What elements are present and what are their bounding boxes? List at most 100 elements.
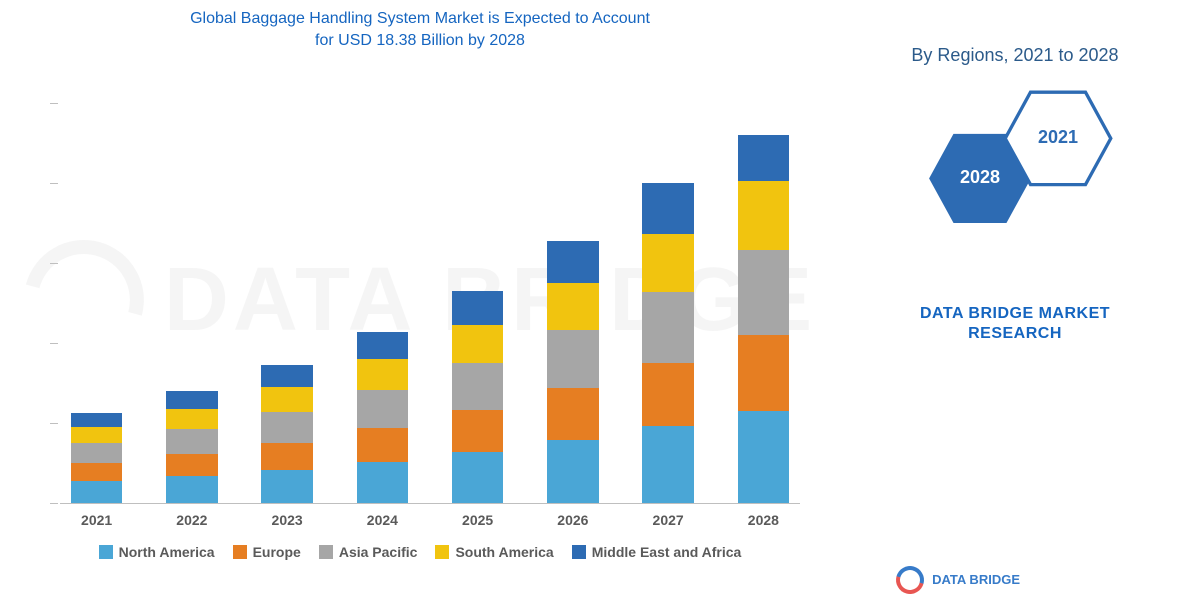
bar-segment bbox=[357, 462, 408, 503]
chart-title: Global Baggage Handling System Market is… bbox=[30, 0, 810, 57]
bar-segment bbox=[166, 409, 217, 429]
bar-column bbox=[727, 135, 800, 503]
chart-panel: Global Baggage Handling System Market is… bbox=[30, 0, 810, 560]
bar-segment bbox=[166, 476, 217, 503]
legend-item: Europe bbox=[233, 544, 301, 560]
bar-stack bbox=[547, 241, 598, 503]
bar-segment bbox=[547, 241, 598, 283]
footer-logo-main: DATA BRIDGE bbox=[932, 572, 1020, 587]
bar-segment bbox=[452, 410, 503, 452]
bar-stack bbox=[357, 332, 408, 503]
footer-logo-icon bbox=[891, 561, 929, 599]
bar-column bbox=[441, 291, 514, 503]
bar-stack bbox=[261, 365, 312, 503]
legend-item: Middle East and Africa bbox=[572, 544, 742, 560]
legend-label: North America bbox=[119, 544, 215, 560]
legend-item: Asia Pacific bbox=[319, 544, 418, 560]
brand-line2: RESEARCH bbox=[968, 325, 1062, 342]
legend-label: Asia Pacific bbox=[339, 544, 418, 560]
bar-segment bbox=[738, 135, 789, 181]
hex-back-label: 2028 bbox=[960, 167, 1000, 188]
bar-segment bbox=[738, 335, 789, 411]
bar-segment bbox=[452, 325, 503, 363]
bar-stack bbox=[642, 183, 693, 503]
bar-stack bbox=[166, 391, 217, 503]
bar-segment bbox=[547, 330, 598, 388]
bar-segment bbox=[642, 426, 693, 503]
bar-segment bbox=[166, 391, 217, 409]
bar-column bbox=[346, 332, 419, 503]
bar-segment bbox=[261, 412, 312, 443]
y-tick bbox=[50, 343, 58, 344]
x-axis-label: 2026 bbox=[536, 506, 609, 534]
y-tick bbox=[50, 183, 58, 184]
x-axis-label: 2022 bbox=[155, 506, 228, 534]
bar-segment bbox=[166, 454, 217, 476]
bar-segment bbox=[452, 363, 503, 410]
brand-text: DATA BRIDGE MARKET RESEARCH bbox=[920, 304, 1110, 344]
y-tick bbox=[50, 103, 58, 104]
bar-segment bbox=[357, 359, 408, 390]
chart-title-line1: Global Baggage Handling System Market is… bbox=[190, 10, 650, 27]
legend-swatch-icon bbox=[319, 545, 333, 559]
hex-badge-2021: 2021 bbox=[1003, 90, 1113, 186]
bar-segment bbox=[261, 470, 312, 503]
bar-stack bbox=[738, 135, 789, 503]
chart-legend: North AmericaEuropeAsia PacificSouth Ame… bbox=[30, 534, 810, 560]
bar-column bbox=[536, 241, 609, 503]
y-tick bbox=[50, 263, 58, 264]
bar-segment bbox=[642, 234, 693, 292]
bar-column bbox=[155, 391, 228, 503]
bar-column bbox=[251, 365, 324, 503]
bar-segment bbox=[452, 452, 503, 503]
y-tick bbox=[50, 423, 58, 424]
footer-logo: DATA BRIDGE bbox=[896, 566, 1020, 594]
legend-swatch-icon bbox=[572, 545, 586, 559]
bar-segment bbox=[71, 443, 122, 463]
x-axis-label: 2027 bbox=[632, 506, 705, 534]
bar-segment bbox=[357, 332, 408, 359]
x-axis-label: 2024 bbox=[346, 506, 419, 534]
side-title-line2: System Market, bbox=[830, 18, 1200, 42]
brand-line1: DATA BRIDGE MARKET bbox=[920, 305, 1110, 322]
bar-segment bbox=[738, 250, 789, 335]
bar-segment bbox=[738, 411, 789, 503]
x-axis-label: 2023 bbox=[251, 506, 324, 534]
x-axis-label: 2025 bbox=[441, 506, 514, 534]
bar-stack bbox=[71, 413, 122, 503]
bar-segment bbox=[71, 481, 122, 503]
bar-column bbox=[60, 413, 133, 503]
bar-segment bbox=[738, 181, 789, 250]
legend-label: Europe bbox=[253, 544, 301, 560]
bar-column bbox=[632, 183, 705, 503]
bar-segment bbox=[357, 390, 408, 428]
x-axis-labels: 2021 2022 2023 2024 2025 2026 2027 2028 bbox=[60, 506, 800, 534]
bar-segment bbox=[261, 387, 312, 412]
side-title-line3: By Regions, 2021 to 2028 bbox=[830, 43, 1200, 67]
legend-swatch-icon bbox=[233, 545, 247, 559]
side-panel: Global Baggage Handling System Market, B… bbox=[830, 0, 1200, 600]
legend-swatch-icon bbox=[99, 545, 113, 559]
legend-label: Middle East and Africa bbox=[592, 544, 742, 560]
bar-segment bbox=[357, 428, 408, 462]
legend-swatch-icon bbox=[435, 545, 449, 559]
bars-container bbox=[60, 67, 800, 504]
hex-badge-group: 2028 2021 bbox=[885, 90, 1145, 270]
side-title-line1: Global Baggage Handling bbox=[830, 0, 1200, 18]
legend-item: North America bbox=[99, 544, 215, 560]
chart-plot-area: 2021 2022 2023 2024 2025 2026 2027 2028 bbox=[30, 57, 810, 534]
x-axis-label: 2028 bbox=[727, 506, 800, 534]
hex-front-label: 2021 bbox=[1038, 127, 1078, 148]
bar-segment bbox=[166, 429, 217, 454]
bar-segment bbox=[547, 283, 598, 330]
bar-segment bbox=[547, 440, 598, 503]
bar-segment bbox=[642, 292, 693, 363]
bar-segment bbox=[642, 363, 693, 426]
bar-segment bbox=[261, 443, 312, 470]
bar-stack bbox=[452, 291, 503, 503]
chart-title-line2: for USD 18.38 Billion by 2028 bbox=[315, 32, 525, 49]
side-title: Global Baggage Handling System Market, B… bbox=[830, 0, 1200, 67]
bar-segment bbox=[71, 427, 122, 443]
x-axis-label: 2021 bbox=[60, 506, 133, 534]
bar-segment bbox=[71, 413, 122, 427]
